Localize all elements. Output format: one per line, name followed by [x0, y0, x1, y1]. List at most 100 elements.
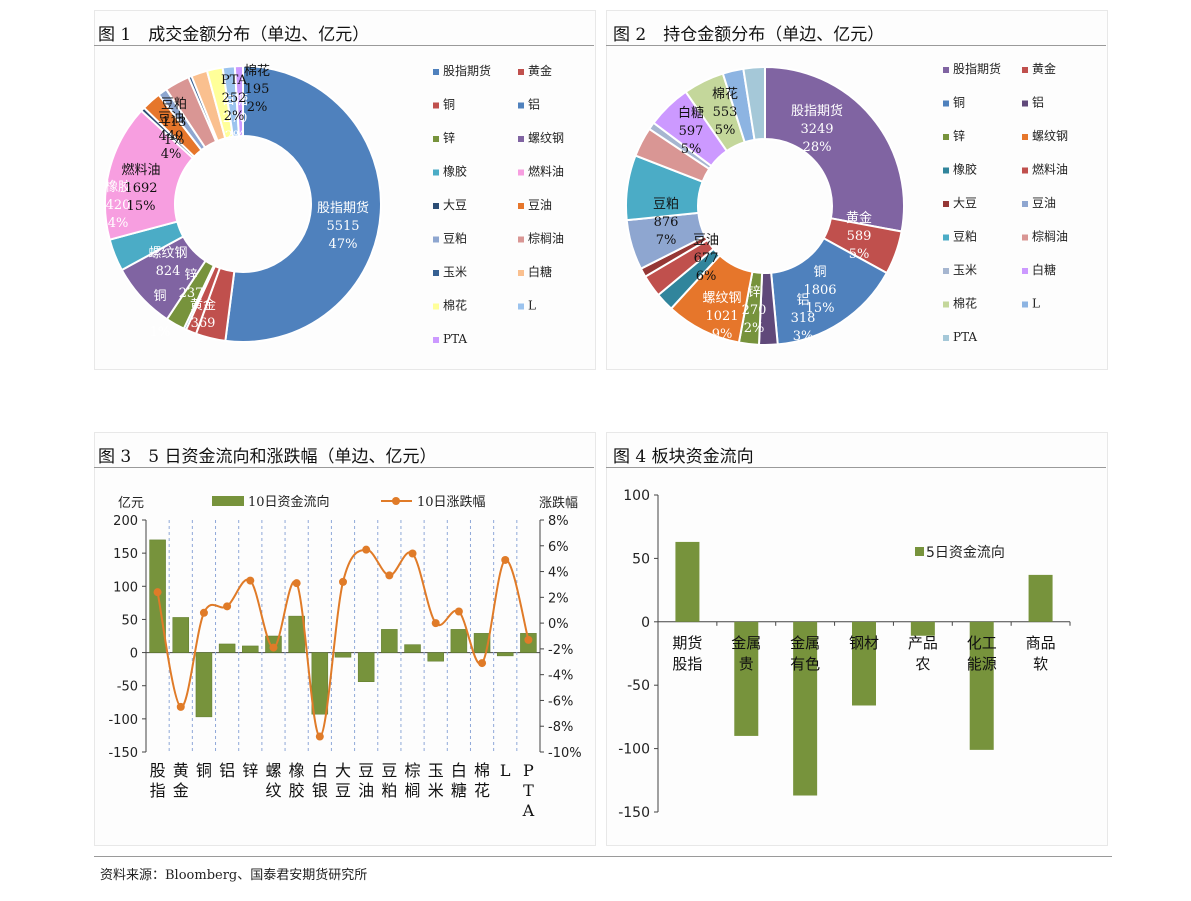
chart1-legend-swatch-10: [433, 236, 439, 243]
chart2-legend-label-12: 玉米: [953, 263, 977, 277]
chart-2-title: 图 2 持仓金额分布（单边、亿元）: [613, 25, 885, 45]
chart1-slice-label-7-value: 449: [159, 129, 184, 144]
chart3-xtick-5-char-1: 纹: [265, 781, 281, 800]
chart2-slice-label-4-name: 锌: [747, 285, 760, 300]
chart1-legend-label-5: 螺纹钢: [528, 131, 564, 145]
chart1-slice-label-8-value: 113: [162, 115, 187, 130]
chart3-bar-1: [172, 617, 190, 653]
chart3-ytick-left-4: 0: [130, 647, 138, 662]
chart4-ytick-3: -50: [627, 678, 650, 694]
chart1-legend-swatch-2: [433, 102, 439, 109]
chart1-legend-label-16: PTA: [443, 332, 467, 346]
chart3-xtick-0-char-1: 指: [150, 781, 166, 800]
chart4-xtick-0-line-1: 股指: [672, 655, 702, 673]
chart1-slice-label-3-pct: 1%: [150, 325, 171, 340]
chart3-xtick-15-char-0: L: [500, 761, 511, 780]
chart2-slice-label-1-pct: 5%: [849, 247, 870, 262]
chart4-bar-6: [1028, 574, 1053, 622]
chart3-xtick-9-char-0: 豆: [358, 761, 374, 780]
chart1-slice-label-5-pct: 4%: [108, 216, 129, 231]
chart3-point-7: [315, 732, 324, 741]
chart3-legend-bar-swatch: [212, 496, 244, 506]
chart2-slice-0: [764, 65, 905, 233]
chart2-legend-label-10: 豆粕: [953, 229, 977, 244]
chart1-slice-label-0-pct: 47%: [329, 237, 358, 252]
chart3-bar-8: [334, 652, 352, 658]
chart3-ytick-right-5: -2%: [548, 643, 573, 658]
chart1-slice-label-10-pct: 2%: [247, 100, 268, 115]
chart1-slice-label-5-value: 420: [106, 198, 131, 213]
chart2-legend-label-5: 螺纹钢: [1032, 129, 1068, 143]
chart2-slice-label-5-pct: 9%: [712, 327, 733, 342]
chart2-slice-label-0-name: 股指期货: [791, 103, 843, 119]
chart4-legend-swatch: [915, 547, 924, 556]
chart1-slice-label-1-value: 369: [191, 316, 216, 331]
chart1-slice-label-11-pct: 2%: [224, 109, 245, 124]
chart3-xtick-12-char-0: 玉: [428, 761, 444, 780]
chart3-bar-11: [404, 644, 421, 653]
chart2-slice-label-0-value: 3249: [800, 122, 833, 137]
chart2-slice-label-6-value: 677: [694, 251, 719, 266]
chart4-xtick-5-line-1: 能源: [967, 655, 997, 673]
chart1-slice-label-10-value: 195: [245, 82, 270, 97]
chart3-legend-bar-label: 10日资金流向: [248, 494, 330, 510]
chart4-xtick-1-line-1: 贵: [739, 655, 754, 673]
chart3-bar-9: [357, 652, 375, 682]
chart2-slice-label-3-name: 铝: [796, 293, 809, 308]
chart1-slice-label-9-pct: 2%: [225, 129, 246, 144]
chart1-legend-label-0: 股指期货: [443, 63, 491, 78]
chart1-slice-label-4-name: 螺纹钢: [148, 246, 187, 261]
chart1-legend-label-2: 铜: [443, 97, 455, 112]
chart4-bar-4: [910, 621, 935, 636]
chart1-legend-swatch-0: [433, 69, 439, 75]
chart1-legend-swatch-3: [518, 102, 524, 109]
chart1-slice-label-2-name: 锌: [184, 268, 197, 283]
chart1-legend-swatch-7: [518, 169, 524, 176]
chart3-xtick-11-char-0: 棕: [405, 761, 421, 780]
chart1-legend-swatch-8: [433, 203, 439, 209]
chart1-legend-swatch-4: [433, 136, 439, 142]
chart3-xtick-8-char-0: 大: [335, 761, 351, 780]
chart3-ytick-right-4: 0%: [548, 617, 569, 632]
chart-3-title-rule: [94, 467, 594, 468]
chart3-ytick-left-1: 150: [113, 547, 138, 562]
footer-rule: [94, 856, 1112, 857]
chart4-xtick-0-line-0: 期货: [672, 634, 702, 652]
chart4-bar-5: [969, 621, 994, 750]
chart-1-title-rule: [94, 45, 594, 46]
chart2-slice-label-2-pct: 15%: [806, 301, 835, 316]
chart3-bar-13: [450, 629, 468, 653]
footer-source: 资料来源：Bloomberg、国泰君安期货研究所: [100, 868, 368, 883]
chart2-slice-label-1-value: 589: [847, 229, 872, 244]
chart3-bar-2: [195, 652, 213, 718]
chart2-slice-label-1-name: 黄金: [846, 210, 872, 226]
chart2-legend-label-0: 股指期货: [953, 61, 1001, 76]
chart2-slice-label-2-value: 1806: [803, 283, 836, 298]
chart3-xtick-12-char-1: 米: [428, 781, 444, 800]
chart3-ylabel-right: 涨跌幅: [539, 495, 578, 511]
chart1-legend-label-15: L: [528, 299, 536, 313]
chart3-xtick-5-char-0: 螺: [265, 761, 281, 780]
chart-2-title-rule: [606, 45, 1106, 46]
chart2-slice-label-6-pct: 6%: [696, 269, 717, 284]
chart2-slice-label-3-pct: 3%: [793, 329, 814, 344]
chart3-xtick-16-char-1: T: [523, 781, 534, 800]
chart2-legend-label-15: L: [1032, 297, 1040, 311]
chart4-xtick-1-line-0: 金属: [731, 634, 761, 652]
chart4-xtick-5-line-0: 化工: [967, 634, 997, 652]
chart2-legend-label-14: 棉花: [953, 296, 977, 311]
chart3-ytick-left-5: -50: [117, 680, 138, 695]
chart2-slice-label-3-value: 318: [791, 311, 816, 326]
chart1-legend-swatch-15: [518, 303, 524, 310]
chart4-bar-3: [852, 621, 876, 706]
chart1-slice-label-7-pct: 4%: [161, 147, 182, 162]
chart3-point-12: [431, 619, 440, 628]
chart3-point-13: [454, 607, 463, 616]
chart1-slice-label-11-name: PTA: [221, 73, 248, 88]
chart1-legend-swatch-6: [433, 169, 439, 176]
chart2-slice-16: [742, 65, 766, 141]
chart1-legend-label-13: 白糖: [528, 264, 552, 279]
chart2-slice-label-8-pct: 5%: [681, 142, 702, 157]
